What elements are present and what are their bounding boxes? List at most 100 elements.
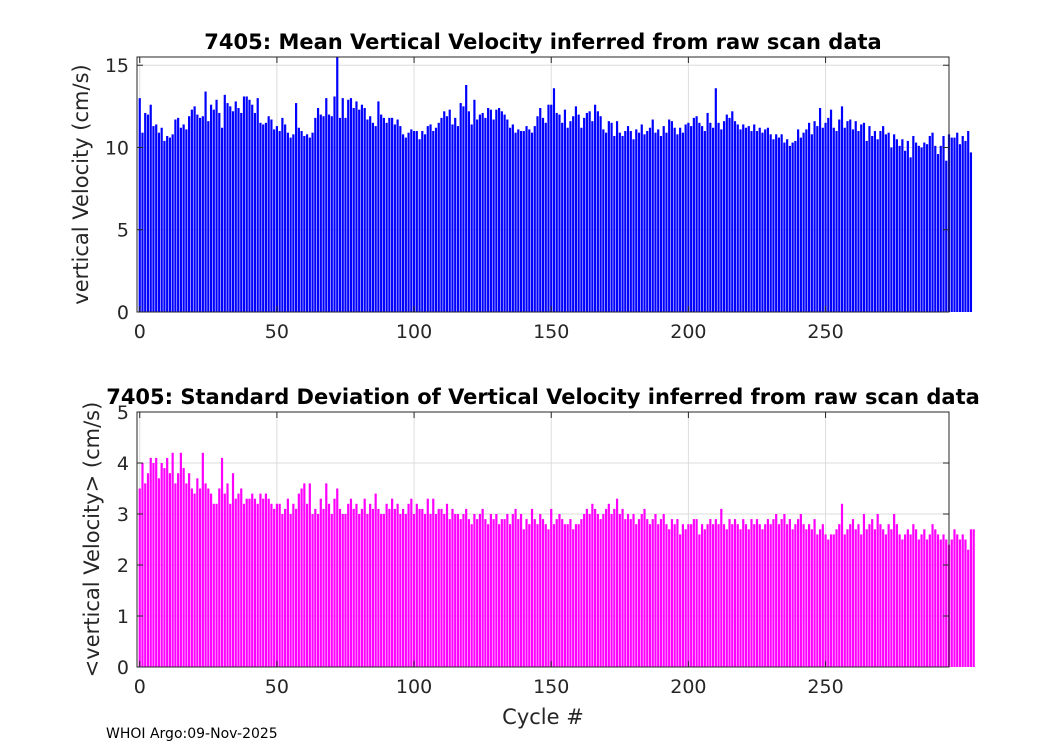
bar (322, 116, 325, 312)
bar (295, 103, 298, 312)
bar (583, 117, 586, 313)
bar (585, 112, 588, 312)
bar (917, 145, 920, 312)
bar (220, 457, 224, 667)
bar (851, 519, 855, 667)
bar (596, 514, 599, 667)
bar (802, 132, 805, 312)
bar (618, 514, 621, 667)
x-tick-label: 100 (396, 676, 432, 698)
bar (769, 134, 772, 312)
bar (843, 534, 846, 667)
bar (231, 473, 235, 667)
bar (404, 514, 407, 667)
x-tick-label: 250 (807, 676, 843, 698)
bar (456, 126, 460, 312)
bar (687, 524, 690, 667)
bar (300, 131, 303, 312)
bar (322, 508, 325, 667)
bar (742, 519, 745, 667)
bar (890, 147, 893, 312)
bar (141, 132, 144, 312)
bar (728, 117, 731, 313)
bar (484, 117, 487, 313)
bar (506, 119, 509, 313)
bar (429, 514, 432, 667)
bar (775, 514, 778, 667)
bar (577, 114, 580, 312)
bar (251, 493, 254, 667)
bar (377, 101, 380, 312)
bar (503, 519, 506, 667)
bar (651, 519, 654, 667)
bar (701, 524, 704, 667)
bar (906, 529, 909, 667)
bar (352, 108, 355, 312)
bar (953, 529, 956, 667)
bar (423, 514, 427, 667)
y-tick-label: 0 (117, 657, 129, 679)
bar (481, 508, 484, 667)
bar (550, 508, 553, 667)
bar (714, 519, 717, 667)
bar (157, 478, 161, 667)
bar (838, 524, 841, 667)
bar (273, 129, 276, 312)
bar (226, 103, 229, 312)
bar (591, 503, 594, 667)
bar (594, 508, 597, 667)
bar (275, 503, 278, 667)
bar (163, 140, 166, 312)
bar (311, 514, 314, 667)
bar (895, 139, 898, 312)
bar (643, 508, 646, 667)
bar (846, 529, 849, 667)
bar (662, 514, 665, 667)
bar (445, 116, 449, 312)
bar (912, 135, 915, 312)
bar (558, 514, 561, 667)
bar (876, 139, 879, 312)
bar (969, 152, 973, 312)
bar (624, 519, 627, 667)
bar (901, 539, 904, 667)
bar (508, 524, 512, 667)
bar (646, 519, 649, 667)
bar (149, 104, 152, 313)
bar (547, 104, 550, 313)
bar (377, 508, 380, 667)
bar (448, 109, 451, 313)
bar (533, 519, 536, 667)
bar (160, 127, 163, 313)
bar (662, 126, 665, 312)
bar (503, 114, 506, 312)
bar (215, 503, 218, 667)
y-tick-label: 1 (117, 606, 129, 628)
bar (871, 519, 874, 667)
bar (764, 524, 767, 667)
bar (465, 84, 468, 312)
bar (363, 108, 366, 312)
bar (297, 127, 300, 313)
y-tick-label: 3 (117, 504, 129, 526)
bar (832, 534, 835, 667)
bar (818, 108, 822, 312)
bar (528, 524, 531, 667)
bar (783, 142, 786, 312)
bar (967, 131, 970, 312)
bar (410, 498, 413, 667)
bar (654, 132, 657, 312)
bar (185, 483, 188, 667)
y-tick-label: 0 (117, 302, 129, 324)
bar (415, 503, 418, 667)
bar (495, 109, 498, 313)
bar (843, 127, 846, 313)
bar (152, 126, 155, 312)
bar (270, 119, 273, 313)
bar (588, 111, 591, 312)
bar (615, 498, 619, 667)
bar (204, 483, 207, 667)
bar (234, 101, 237, 312)
bar (240, 488, 243, 667)
bar (755, 519, 759, 667)
